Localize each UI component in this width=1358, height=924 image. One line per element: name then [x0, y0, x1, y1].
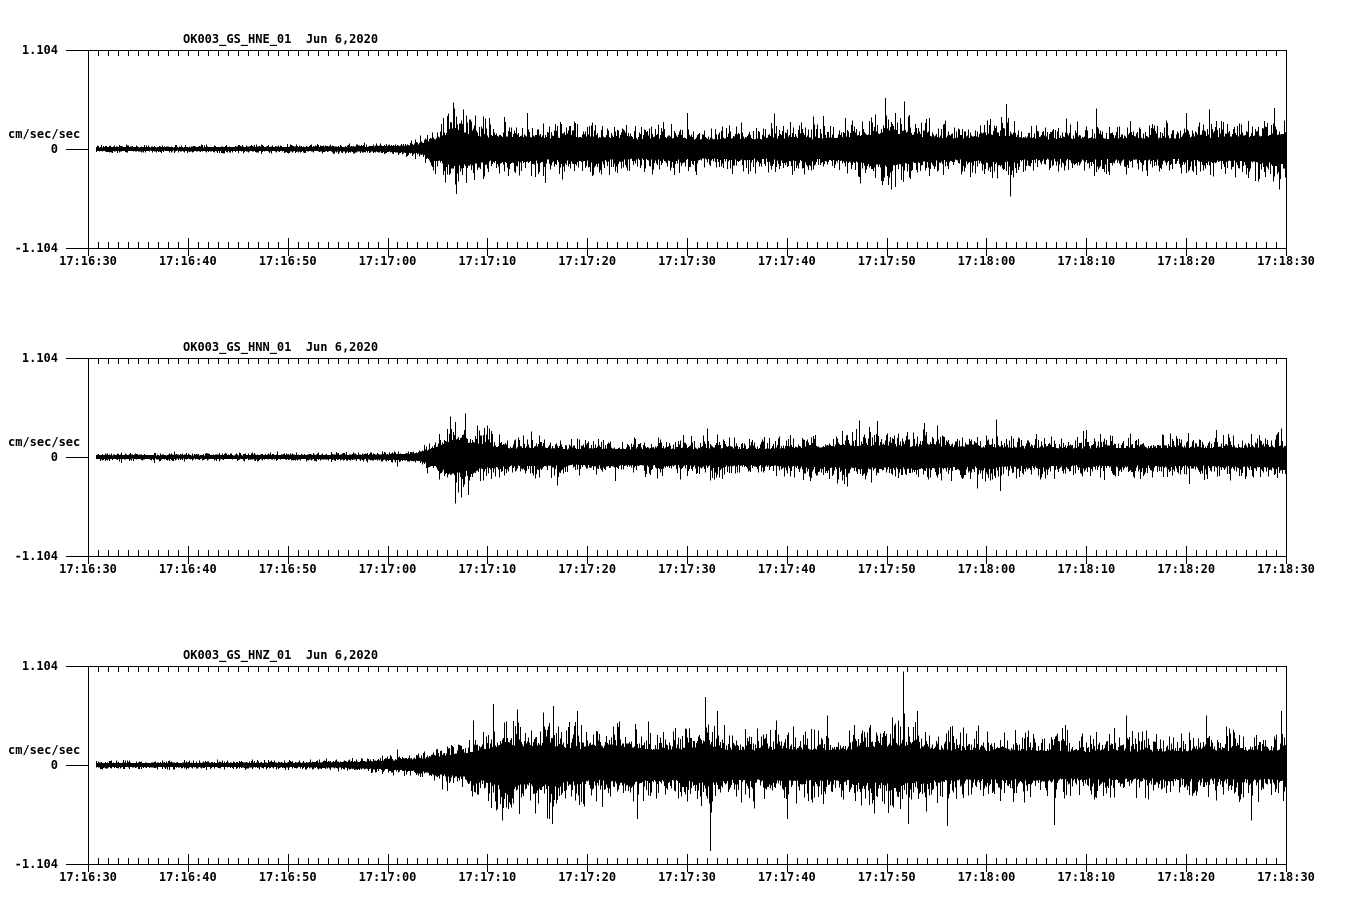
x-tick-label: 17:17:30 [658, 562, 716, 576]
x-tick-label: 17:16:50 [258, 254, 317, 268]
x-tick-label: 17:17:10 [458, 254, 517, 268]
x-tick-label: 17:18:10 [1057, 870, 1116, 884]
x-tick-label: 17:18:20 [1157, 562, 1216, 576]
axis-frame-and-ticks [66, 358, 1287, 564]
x-tick-label: 17:17:30 [658, 254, 716, 268]
seismogram-canvas-hnz [66, 666, 1287, 872]
x-tick-label: 17:17:20 [558, 562, 617, 576]
x-tick-label: 17:17:40 [757, 254, 816, 268]
x-tick-label: 17:17:00 [358, 254, 417, 268]
y-tick-label-zero: 0 [50, 450, 58, 464]
x-tick-label: 17:16:50 [258, 870, 317, 884]
x-tick-label: 17:16:30 [59, 254, 117, 268]
y-tick-label-zero: 0 [50, 142, 58, 156]
x-tick-label: 17:18:10 [1057, 254, 1116, 268]
x-tick-label: 17:16:30 [59, 562, 117, 576]
x-tick-label: 17:16:40 [158, 562, 217, 576]
x-tick-label: 17:17:40 [757, 562, 816, 576]
seismogram-panel-hne: OK003_GS_HNE_01 Jun 6,2020 1.104 cm/sec/… [0, 0, 1358, 308]
x-tick-label: 17:16:30 [59, 870, 117, 884]
x-tick-label: 17:18:10 [1057, 562, 1116, 576]
y-axis-unit-label: cm/sec/sec [8, 127, 81, 141]
axis-frame-and-ticks [66, 50, 1287, 256]
x-tick-label: 17:18:30 [1257, 562, 1315, 576]
y-tick-label-max: 1.104 [21, 659, 58, 673]
x-tick-label: 17:17:10 [458, 562, 517, 576]
waveform-trace [96, 413, 1286, 504]
x-tick-label: 17:17:20 [558, 254, 617, 268]
x-tick-label: 17:16:40 [158, 870, 217, 884]
x-tick-label: 17:16:50 [258, 562, 317, 576]
x-tick-label: 17:17:30 [658, 870, 716, 884]
y-tick-label-max: 1.104 [21, 43, 58, 57]
x-tick-label: 17:17:00 [358, 562, 417, 576]
seismogram-panel-hnz: OK003_GS_HNZ_01 Jun 6,2020 1.104 cm/sec/… [0, 616, 1358, 924]
x-tick-label: 17:18:00 [957, 254, 1016, 268]
x-tick-label: 17:18:00 [957, 870, 1016, 884]
y-tick-label-min: -1.104 [14, 241, 58, 255]
x-tick-label: 17:17:40 [757, 870, 816, 884]
seismogram-panel-hnn: OK003_GS_HNN_01 Jun 6,2020 1.104 cm/sec/… [0, 308, 1358, 616]
x-tick-label: 17:17:50 [857, 870, 916, 884]
y-tick-label-max: 1.104 [21, 351, 58, 365]
x-tick-label: 17:17:50 [857, 562, 916, 576]
seismogram-canvas-hnn [66, 358, 1287, 564]
x-tick-label: 17:17:00 [358, 870, 417, 884]
waveform-trace [96, 97, 1286, 197]
y-tick-label-zero: 0 [50, 758, 58, 772]
plot-title: OK003_GS_HNE_01 Jun 6,2020 [183, 32, 379, 46]
seismogram-canvas-hne [66, 50, 1287, 256]
x-tick-label: 17:18:30 [1257, 254, 1315, 268]
x-tick-label: 17:18:20 [1157, 254, 1216, 268]
x-tick-label: 17:17:50 [857, 254, 916, 268]
x-tick-label: 17:18:20 [1157, 870, 1216, 884]
x-tick-label: 17:17:10 [458, 870, 517, 884]
x-tick-label: 17:17:20 [558, 870, 617, 884]
x-tick-label: 17:16:40 [158, 254, 217, 268]
x-tick-label: 17:18:00 [957, 562, 1016, 576]
y-tick-label-min: -1.104 [14, 549, 58, 563]
y-axis-unit-label: cm/sec/sec [8, 435, 81, 449]
y-tick-label-min: -1.104 [14, 857, 58, 871]
y-axis-unit-label: cm/sec/sec [8, 743, 81, 757]
plot-title: OK003_GS_HNN_01 Jun 6,2020 [183, 340, 379, 354]
plot-title: OK003_GS_HNZ_01 Jun 6,2020 [183, 648, 379, 662]
x-tick-label: 17:18:30 [1257, 870, 1315, 884]
axis-frame-and-ticks [66, 666, 1287, 872]
waveform-trace [96, 671, 1286, 852]
